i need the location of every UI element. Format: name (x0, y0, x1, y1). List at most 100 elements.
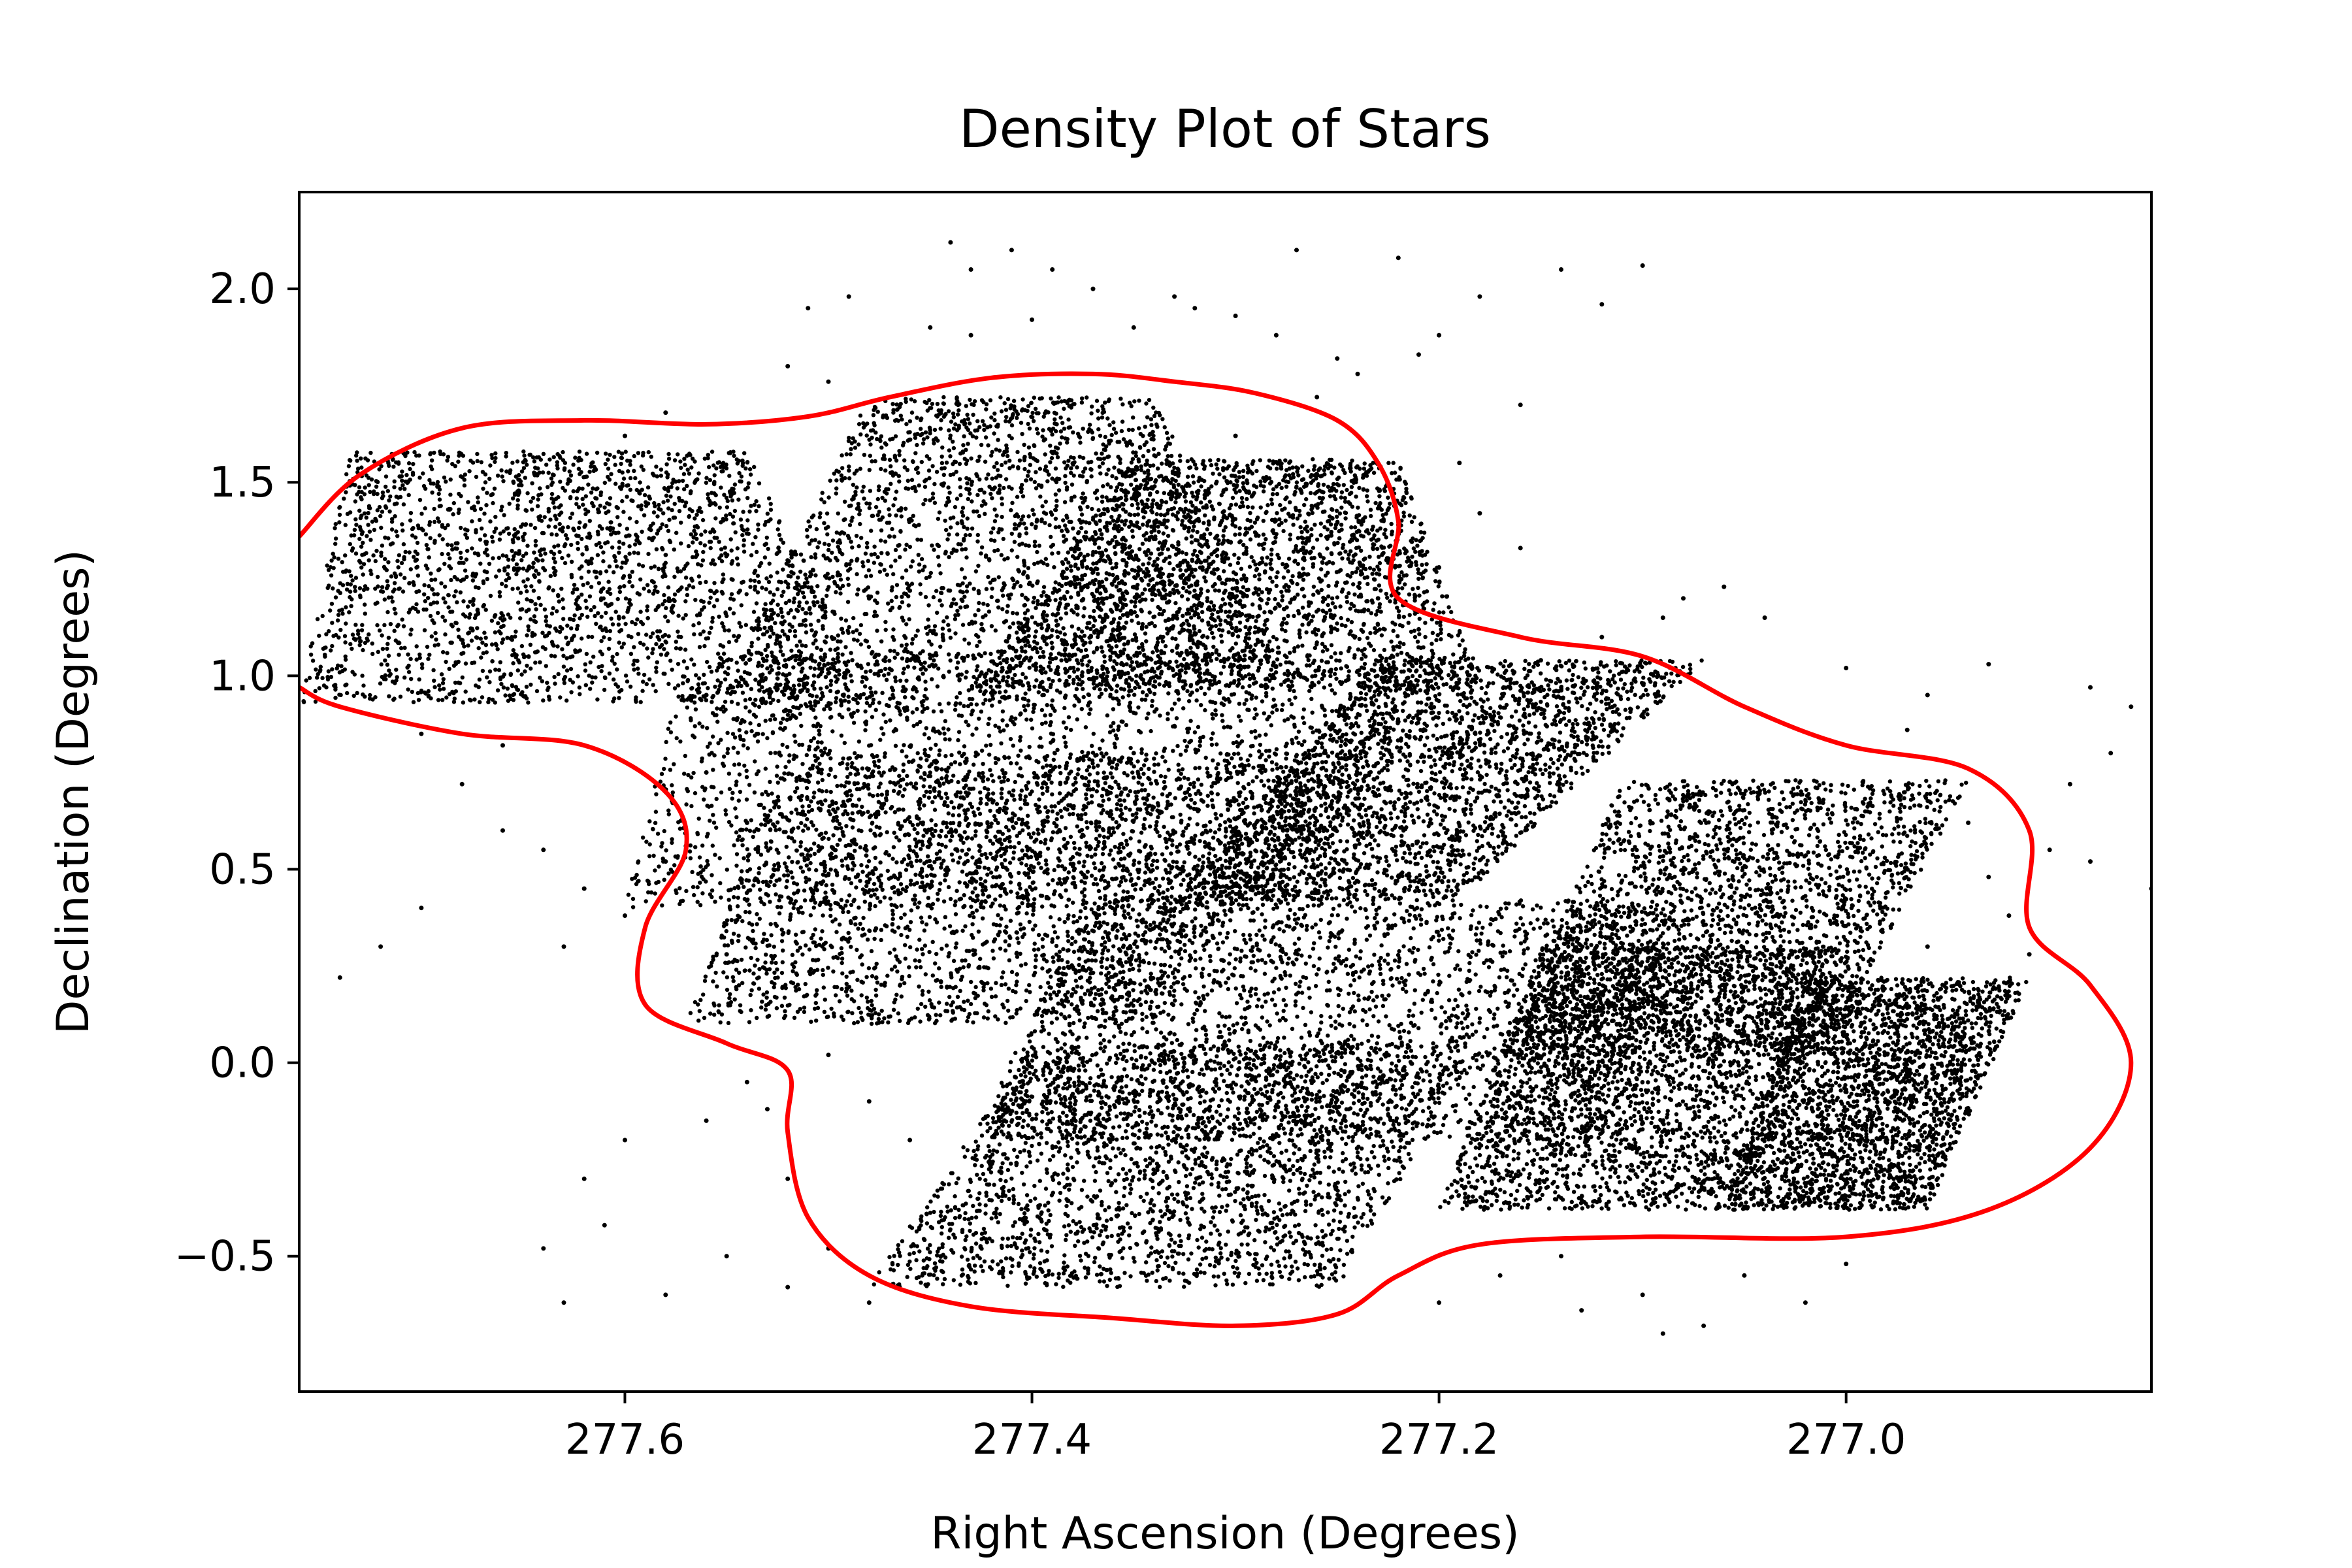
star-point (779, 537, 783, 542)
star-point (1039, 626, 1044, 630)
star-point (1098, 433, 1103, 438)
star-point (1007, 596, 1012, 601)
star-point (998, 395, 1003, 400)
star-point (398, 572, 403, 577)
star-point (561, 617, 566, 621)
star-point (576, 534, 581, 538)
star-point (660, 522, 664, 527)
star-point (894, 489, 899, 494)
star-point (977, 514, 982, 519)
star-point (666, 596, 671, 600)
star-point (1270, 686, 1275, 691)
star-point (885, 572, 890, 577)
star-point (504, 451, 508, 455)
star-point (970, 526, 975, 531)
star-point (693, 516, 697, 521)
star-point (797, 604, 802, 608)
star-point (460, 675, 465, 680)
star-point (457, 634, 461, 639)
star-point (354, 523, 359, 527)
star-point (542, 634, 547, 639)
star-point (439, 581, 444, 585)
star-point (451, 663, 457, 668)
star-point (960, 623, 966, 627)
star-point (588, 534, 593, 539)
star-point (719, 485, 723, 490)
star-point (626, 469, 630, 474)
star-point (1110, 566, 1115, 570)
star-point (670, 508, 674, 513)
star-point (1090, 570, 1095, 575)
star-point (1062, 406, 1066, 411)
star-point (1043, 452, 1047, 457)
star-point (706, 465, 711, 470)
star-point (931, 595, 936, 600)
star-point (855, 628, 859, 632)
star-point (546, 470, 551, 475)
star-point (576, 466, 581, 471)
star-point (918, 582, 923, 587)
star-point (811, 568, 816, 573)
star-point (577, 685, 582, 690)
star-point (552, 570, 557, 575)
star-point (353, 576, 359, 580)
star-point (1019, 645, 1024, 650)
star-point (796, 575, 800, 580)
star-point (1007, 466, 1012, 470)
star-point (671, 604, 676, 608)
star-point (921, 672, 925, 676)
star-point (475, 608, 480, 612)
star-point (1199, 587, 1203, 591)
star-point (500, 553, 505, 558)
star-point (375, 574, 380, 580)
star-point (934, 414, 939, 418)
star-point (904, 646, 908, 651)
star-point (632, 659, 637, 663)
star-point (399, 561, 404, 566)
star-point (976, 563, 981, 568)
star-point (1014, 526, 1019, 531)
star-point (700, 517, 706, 523)
star-point (320, 613, 325, 619)
star-point (858, 623, 864, 628)
star-point (456, 510, 461, 515)
star-point (529, 523, 533, 527)
star-point (386, 653, 391, 658)
star-point (1004, 446, 1009, 451)
star-point (510, 638, 514, 642)
star-point (894, 583, 900, 587)
star-point (901, 671, 906, 676)
star-point (370, 651, 375, 657)
star-point (980, 419, 985, 423)
star-point (1248, 537, 1253, 542)
star-point (1016, 465, 1021, 470)
star-point (874, 708, 878, 712)
star-point (1053, 466, 1058, 471)
star-point (638, 640, 643, 645)
star-point (1049, 652, 1053, 657)
star-point (593, 496, 598, 500)
star-point (447, 564, 451, 568)
star-point (1064, 581, 1068, 587)
star-point (1171, 587, 1176, 592)
star-point (350, 597, 354, 602)
star-point (1145, 415, 1150, 419)
star-point (632, 468, 636, 473)
star-point (488, 593, 493, 598)
star-point (683, 599, 688, 604)
star-point (1064, 527, 1069, 532)
star-point (1217, 691, 1222, 696)
star-point (439, 672, 444, 677)
star-point (756, 527, 760, 532)
star-point (672, 502, 677, 506)
star-point (344, 682, 349, 687)
star-point (1049, 534, 1053, 539)
star-point (727, 474, 732, 478)
star-point (578, 472, 582, 476)
star-point (532, 573, 536, 578)
star-point (446, 593, 451, 598)
star-point (468, 599, 472, 604)
star-point (840, 453, 844, 458)
star-point (485, 577, 490, 581)
star-point (749, 626, 754, 630)
